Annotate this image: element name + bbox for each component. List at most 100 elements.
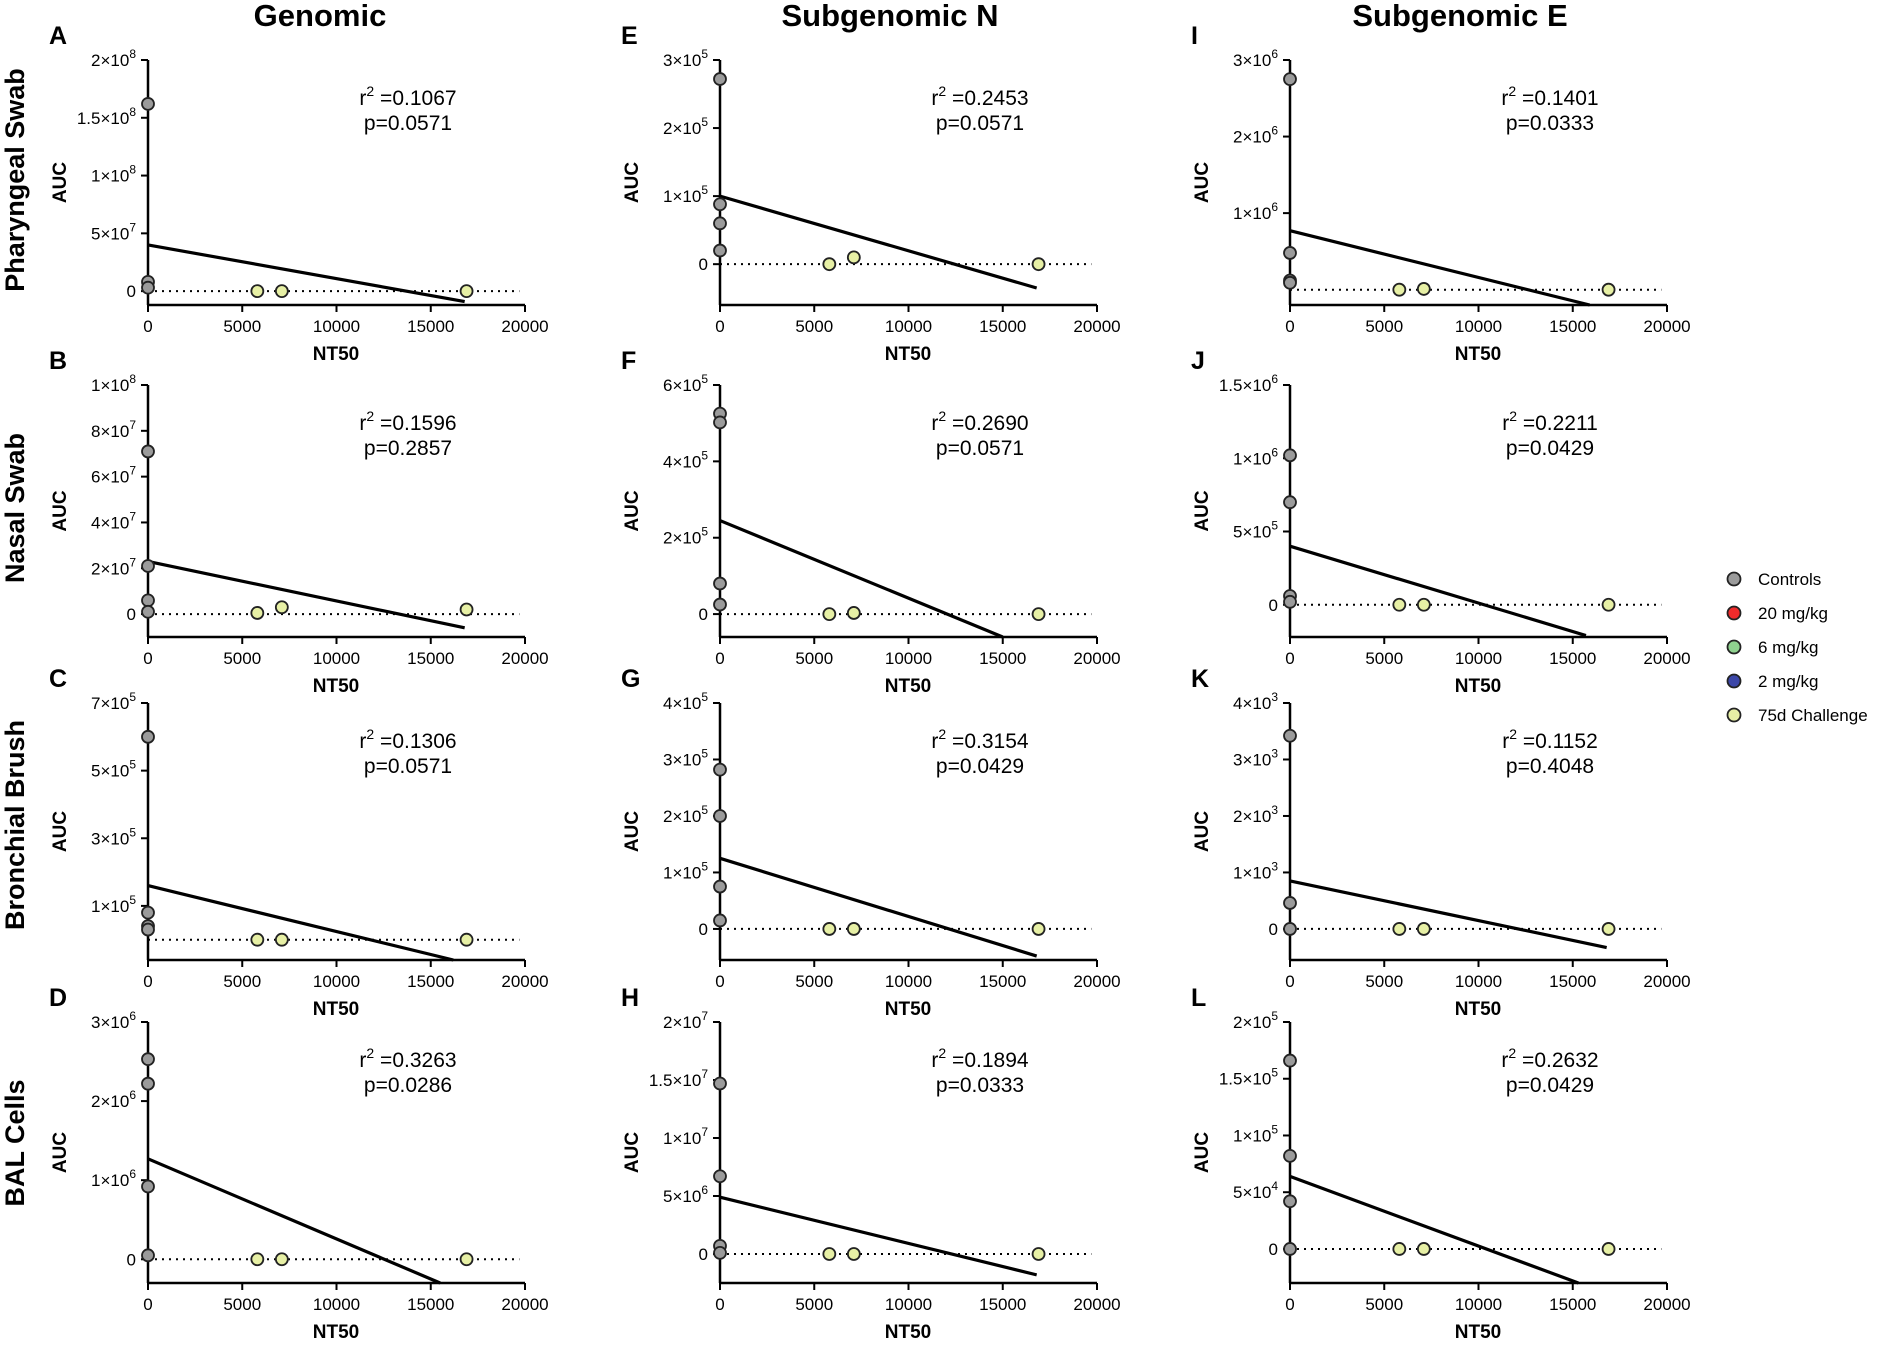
p-value-label: p=0.0571 xyxy=(364,112,452,135)
x-axis-title: NT50 xyxy=(313,1322,359,1343)
x-tick-label: 15000 xyxy=(979,317,1026,336)
x-tick-label: 0 xyxy=(715,1295,724,1314)
point-control xyxy=(141,905,155,920)
y-axis-title: AUC xyxy=(622,162,643,203)
point-control xyxy=(713,1245,727,1260)
regression-line xyxy=(147,1157,441,1285)
r-squared-label: r2 =0.2211 xyxy=(1502,408,1598,435)
y-axis-title: AUC xyxy=(1192,811,1213,852)
point-75d-challenge xyxy=(274,932,289,947)
point-75d-challenge xyxy=(1031,1247,1046,1261)
panel-letter: A xyxy=(49,22,67,50)
y-tick-label: 2×103 xyxy=(1233,803,1278,826)
x-tick-label: 20000 xyxy=(1073,649,1120,668)
y-tick-label: 1×108 xyxy=(91,163,136,186)
x-axis-title: NT50 xyxy=(1455,999,1501,1020)
point-75d-challenge xyxy=(1392,922,1407,936)
point-control xyxy=(141,922,155,937)
point-control xyxy=(141,729,155,744)
y-tick-label: 1×103 xyxy=(1233,859,1278,882)
panel-e: E 0 1×105 2×105 3×105 0 5000 10000 15000 20000 NT5… xyxy=(621,22,1121,365)
regression-line xyxy=(147,243,465,304)
y-axis-title: AUC xyxy=(50,1132,71,1173)
y-tick-label: 1×105 xyxy=(663,183,708,206)
y-tick-label: 2×107 xyxy=(91,555,136,578)
x-tick-label: 15000 xyxy=(407,649,454,668)
panel-c: C 1×105 3×105 5×105 7×105 0 5000 10000 15000 2000… xyxy=(49,665,549,1020)
x-tick-label: 15000 xyxy=(1549,649,1596,668)
point-control xyxy=(1283,922,1297,936)
y-tick-label: 5×105 xyxy=(1233,519,1278,542)
point-75d-challenge xyxy=(250,284,265,299)
y-tick-label: 2×106 xyxy=(1233,124,1278,147)
point-control xyxy=(713,243,727,258)
x-tick-label: 0 xyxy=(715,317,724,336)
point-control xyxy=(141,559,155,573)
y-tick-label: 5×105 xyxy=(91,758,136,781)
point-control xyxy=(713,913,727,928)
y-tick-label: 5×107 xyxy=(91,220,136,243)
point-control xyxy=(1283,275,1297,290)
y-tick-label: 0 xyxy=(127,282,136,301)
x-tick-label: 20000 xyxy=(1643,1295,1690,1314)
point-75d-challenge xyxy=(274,284,289,299)
y-tick-label: 3×106 xyxy=(1233,47,1278,70)
r-squared-label: r2 =0.2453 xyxy=(931,83,1028,110)
y-tick-label: 0 xyxy=(699,1245,708,1264)
point-control xyxy=(141,1052,155,1067)
panel-letter: F xyxy=(621,347,636,375)
r-squared-label: r2 =0.1152 xyxy=(1502,726,1598,753)
point-control xyxy=(713,1169,727,1184)
point-75d-challenge xyxy=(846,250,861,265)
y-tick-label: 0 xyxy=(127,605,136,624)
panel-letter: L xyxy=(1191,984,1206,1012)
point-75d-challenge xyxy=(459,1252,474,1267)
legend-item-20mgkg: 20 mg/kg xyxy=(1726,604,1828,623)
r-squared-label: r2 =0.1596 xyxy=(359,408,456,435)
x-axis-title: NT50 xyxy=(885,1322,931,1343)
x-tick-label: 5000 xyxy=(1365,649,1403,668)
y-tick-label: 5×104 xyxy=(1233,1179,1278,1202)
x-tick-label: 15000 xyxy=(979,1295,1026,1314)
point-75d-challenge xyxy=(846,1247,861,1261)
panel-j: J 0 5×105 1×106 1.5×106 0 5000 10000 15000 20000 N… xyxy=(1191,347,1691,697)
x-tick-label: 5000 xyxy=(795,317,833,336)
y-tick-label: 2×107 xyxy=(663,1009,708,1032)
panel-k: K 0 1×103 2×103 3×103 4×103 0 5000 10000 15000 200… xyxy=(1191,665,1691,1020)
point-control xyxy=(1283,1149,1297,1163)
x-tick-label: 5000 xyxy=(223,972,261,991)
legend: Controls 20 mg/kg 6 mg/kg 2 mg/kg 75d Ch… xyxy=(1726,570,1868,725)
point-75d-challenge xyxy=(459,932,474,947)
legend-marker-2mgkg xyxy=(1726,673,1742,689)
point-75d-challenge xyxy=(846,606,861,620)
point-75d-challenge xyxy=(822,257,837,272)
point-75d-challenge xyxy=(1031,922,1046,936)
point-control xyxy=(1283,72,1297,87)
x-axis-title: NT50 xyxy=(1455,1322,1501,1343)
legend-item-6mgkg: 6 mg/kg xyxy=(1726,638,1818,657)
y-tick-label: 1×106 xyxy=(1233,445,1278,468)
y-tick-label: 2×105 xyxy=(663,803,708,826)
column-title-subgenomic-e: Subgenomic E xyxy=(1352,0,1567,33)
x-axis-title: NT50 xyxy=(885,999,931,1020)
point-control xyxy=(713,809,727,823)
x-tick-label: 0 xyxy=(1285,1295,1294,1314)
x-axis-title: NT50 xyxy=(1455,344,1501,365)
point-control xyxy=(713,197,727,212)
point-control xyxy=(1283,1194,1297,1209)
r-squared-label: r2 =0.2632 xyxy=(1501,1045,1598,1072)
x-tick-label: 15000 xyxy=(407,1295,454,1314)
p-value-label: p=0.0429 xyxy=(1506,1074,1594,1097)
x-tick-label: 20000 xyxy=(501,649,548,668)
y-axis-title: AUC xyxy=(622,811,643,852)
x-tick-label: 20000 xyxy=(1073,317,1120,336)
panel-letter: B xyxy=(49,347,67,375)
point-control xyxy=(1283,1242,1297,1256)
regression-line xyxy=(719,856,1038,958)
x-tick-label: 20000 xyxy=(501,972,548,991)
y-tick-label: 4×105 xyxy=(663,690,708,713)
y-tick-label: 2×108 xyxy=(91,47,136,70)
point-control xyxy=(1283,495,1297,510)
p-value-label: p=0.0571 xyxy=(936,112,1024,135)
point-75d-challenge xyxy=(250,606,265,620)
